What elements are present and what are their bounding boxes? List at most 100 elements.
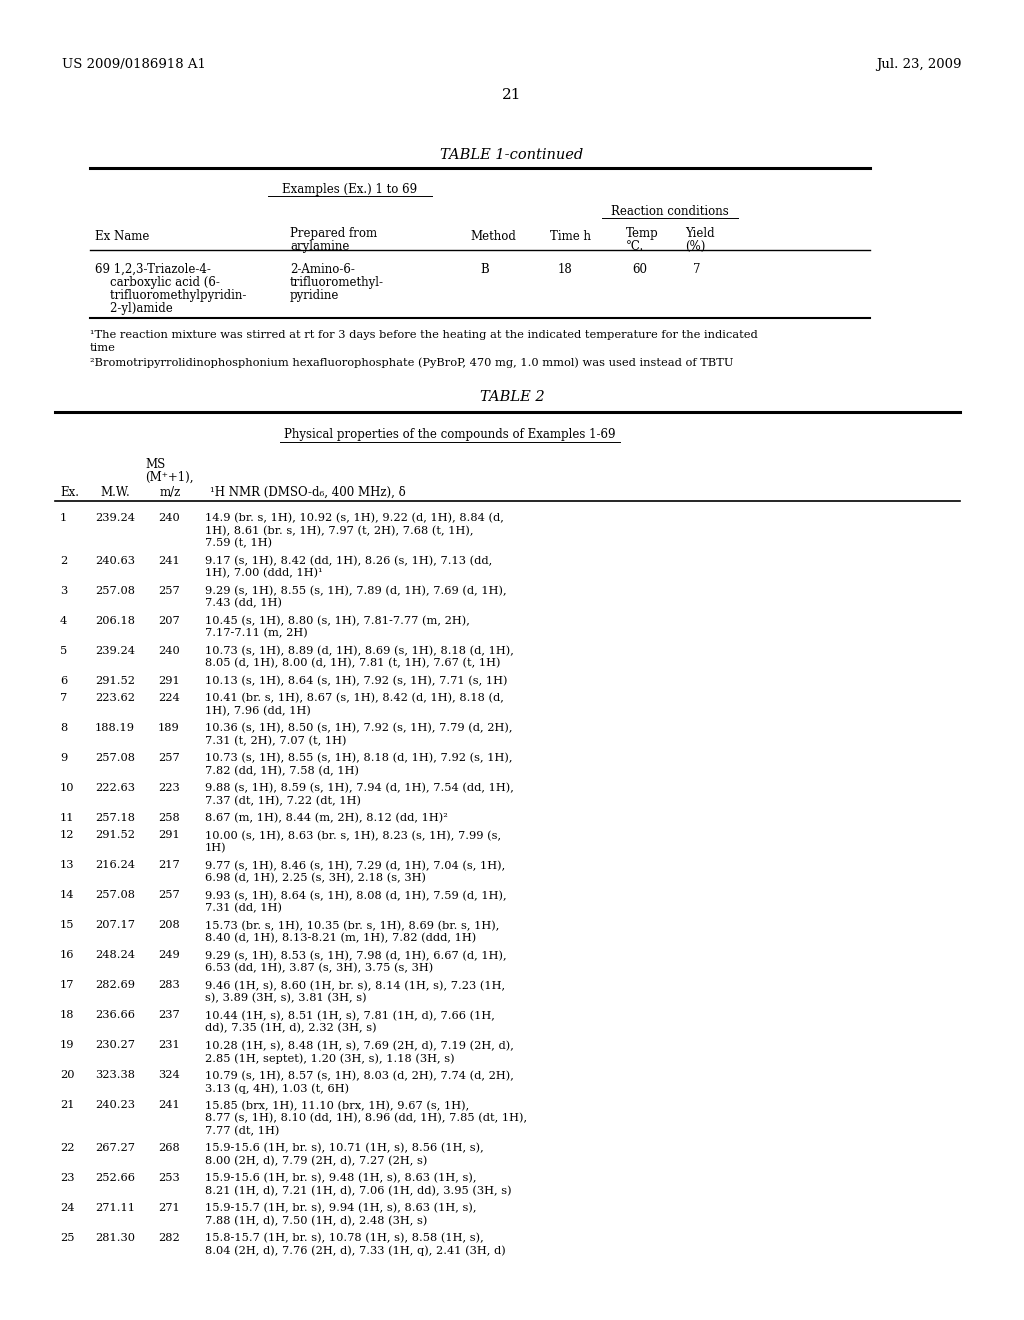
Text: 257.08: 257.08 — [95, 891, 135, 900]
Text: 239.24: 239.24 — [95, 645, 135, 656]
Text: 2-yl)amide: 2-yl)amide — [95, 302, 173, 315]
Text: 281.30: 281.30 — [95, 1233, 135, 1243]
Text: Temp: Temp — [626, 227, 658, 240]
Text: 11: 11 — [60, 813, 75, 822]
Text: 22: 22 — [60, 1143, 75, 1152]
Text: TABLE 2: TABLE 2 — [479, 389, 545, 404]
Text: 207.17: 207.17 — [95, 920, 135, 931]
Text: 230.27: 230.27 — [95, 1040, 135, 1051]
Text: 7.82 (dd, 1H), 7.58 (d, 1H): 7.82 (dd, 1H), 7.58 (d, 1H) — [205, 766, 359, 776]
Text: 15.8-15.7 (1H, br. s), 10.78 (1H, s), 8.58 (1H, s),: 15.8-15.7 (1H, br. s), 10.78 (1H, s), 8.… — [205, 1233, 483, 1243]
Text: 12: 12 — [60, 830, 75, 841]
Text: TABLE 1-continued: TABLE 1-continued — [440, 148, 584, 162]
Text: 8.05 (d, 1H), 8.00 (d, 1H), 7.81 (t, 1H), 7.67 (t, 1H): 8.05 (d, 1H), 8.00 (d, 1H), 7.81 (t, 1H)… — [205, 657, 501, 668]
Text: 240.23: 240.23 — [95, 1101, 135, 1110]
Text: 7.31 (dd, 1H): 7.31 (dd, 1H) — [205, 903, 282, 913]
Text: dd), 7.35 (1H, d), 2.32 (3H, s): dd), 7.35 (1H, d), 2.32 (3H, s) — [205, 1023, 377, 1034]
Text: 25: 25 — [60, 1233, 75, 1243]
Text: Method: Method — [470, 230, 516, 243]
Text: 23: 23 — [60, 1173, 75, 1183]
Text: 8.67 (m, 1H), 8.44 (m, 2H), 8.12 (dd, 1H)²: 8.67 (m, 1H), 8.44 (m, 2H), 8.12 (dd, 1H… — [205, 813, 447, 824]
Text: 2.85 (1H, septet), 1.20 (3H, s), 1.18 (3H, s): 2.85 (1H, septet), 1.20 (3H, s), 1.18 (3… — [205, 1053, 455, 1064]
Text: 1H): 1H) — [205, 843, 226, 853]
Text: 7: 7 — [693, 263, 700, 276]
Text: 241: 241 — [158, 556, 180, 565]
Text: 13: 13 — [60, 861, 75, 870]
Text: 217: 217 — [158, 861, 180, 870]
Text: 231: 231 — [158, 1040, 180, 1051]
Text: 8.77 (s, 1H), 8.10 (dd, 1H), 8.96 (dd, 1H), 7.85 (dt, 1H),: 8.77 (s, 1H), 8.10 (dd, 1H), 8.96 (dd, 1… — [205, 1113, 527, 1123]
Text: 24: 24 — [60, 1203, 75, 1213]
Text: 324: 324 — [158, 1071, 180, 1081]
Text: 291.52: 291.52 — [95, 676, 135, 685]
Text: Time h: Time h — [550, 230, 591, 243]
Text: 240.63: 240.63 — [95, 556, 135, 565]
Text: ¹The reaction mixture was stirred at rt for 3 days before the heating at the ind: ¹The reaction mixture was stirred at rt … — [90, 330, 758, 341]
Text: 323.38: 323.38 — [95, 1071, 135, 1081]
Text: 69 1,2,3-Triazole-4-: 69 1,2,3-Triazole-4- — [95, 263, 211, 276]
Text: 17: 17 — [60, 981, 75, 990]
Text: 257.08: 257.08 — [95, 752, 135, 763]
Text: 8: 8 — [60, 723, 68, 733]
Text: 16: 16 — [60, 950, 75, 961]
Text: 257.18: 257.18 — [95, 813, 135, 822]
Text: 10.28 (1H, s), 8.48 (1H, s), 7.69 (2H, d), 7.19 (2H, d),: 10.28 (1H, s), 8.48 (1H, s), 7.69 (2H, d… — [205, 1040, 514, 1051]
Text: Ex Name: Ex Name — [95, 230, 150, 243]
Text: 7.77 (dt, 1H): 7.77 (dt, 1H) — [205, 1126, 280, 1135]
Text: Examples (Ex.) 1 to 69: Examples (Ex.) 1 to 69 — [283, 183, 418, 195]
Text: 223.62: 223.62 — [95, 693, 135, 704]
Text: 7: 7 — [60, 693, 68, 704]
Text: 240: 240 — [158, 513, 180, 523]
Text: 7.59 (t, 1H): 7.59 (t, 1H) — [205, 539, 272, 548]
Text: arylamine: arylamine — [290, 240, 349, 253]
Text: 15.9-15.7 (1H, br. s), 9.94 (1H, s), 8.63 (1H, s),: 15.9-15.7 (1H, br. s), 9.94 (1H, s), 8.6… — [205, 1203, 476, 1213]
Text: 21: 21 — [502, 88, 522, 102]
Text: 1H), 8.61 (br. s, 1H), 7.97 (t, 2H), 7.68 (t, 1H),: 1H), 8.61 (br. s, 1H), 7.97 (t, 2H), 7.6… — [205, 525, 473, 536]
Text: 1H), 7.00 (ddd, 1H)¹: 1H), 7.00 (ddd, 1H)¹ — [205, 568, 323, 578]
Text: 8.21 (1H, d), 7.21 (1H, d), 7.06 (1H, dd), 3.95 (3H, s): 8.21 (1H, d), 7.21 (1H, d), 7.06 (1H, dd… — [205, 1185, 512, 1196]
Text: 291: 291 — [158, 830, 180, 841]
Text: 258: 258 — [158, 813, 180, 822]
Text: 14: 14 — [60, 891, 75, 900]
Text: carboxylic acid (6-: carboxylic acid (6- — [95, 276, 220, 289]
Text: 268: 268 — [158, 1143, 180, 1152]
Text: 9: 9 — [60, 752, 68, 763]
Text: Reaction conditions: Reaction conditions — [611, 205, 729, 218]
Text: Ex.: Ex. — [60, 486, 79, 499]
Text: 257.08: 257.08 — [95, 586, 135, 595]
Text: 7.43 (dd, 1H): 7.43 (dd, 1H) — [205, 598, 282, 609]
Text: 6: 6 — [60, 676, 68, 685]
Text: 239.24: 239.24 — [95, 513, 135, 523]
Text: 189: 189 — [158, 723, 180, 733]
Text: 18: 18 — [60, 1011, 75, 1020]
Text: 15.9-15.6 (1H, br. s), 9.48 (1H, s), 8.63 (1H, s),: 15.9-15.6 (1H, br. s), 9.48 (1H, s), 8.6… — [205, 1173, 476, 1183]
Text: 9.93 (s, 1H), 8.64 (s, 1H), 8.08 (d, 1H), 7.59 (d, 1H),: 9.93 (s, 1H), 8.64 (s, 1H), 8.08 (d, 1H)… — [205, 891, 507, 900]
Text: 282: 282 — [158, 1233, 180, 1243]
Text: 10.73 (s, 1H), 8.55 (s, 1H), 8.18 (d, 1H), 7.92 (s, 1H),: 10.73 (s, 1H), 8.55 (s, 1H), 8.18 (d, 1H… — [205, 752, 512, 763]
Text: Jul. 23, 2009: Jul. 23, 2009 — [877, 58, 962, 71]
Text: pyridine: pyridine — [290, 289, 339, 302]
Text: Prepared from: Prepared from — [290, 227, 377, 240]
Text: 207: 207 — [158, 615, 180, 626]
Text: 257: 257 — [158, 891, 180, 900]
Text: 8.40 (d, 1H), 8.13-8.21 (m, 1H), 7.82 (ddd, 1H): 8.40 (d, 1H), 8.13-8.21 (m, 1H), 7.82 (d… — [205, 933, 476, 944]
Text: trifluoromethylpyridin-: trifluoromethylpyridin- — [95, 289, 247, 302]
Text: 15.73 (br. s, 1H), 10.35 (br. s, 1H), 8.69 (br. s, 1H),: 15.73 (br. s, 1H), 10.35 (br. s, 1H), 8.… — [205, 920, 500, 931]
Text: 10.44 (1H, s), 8.51 (1H, s), 7.81 (1H, d), 7.66 (1H,: 10.44 (1H, s), 8.51 (1H, s), 7.81 (1H, d… — [205, 1011, 495, 1020]
Text: 9.77 (s, 1H), 8.46 (s, 1H), 7.29 (d, 1H), 7.04 (s, 1H),: 9.77 (s, 1H), 8.46 (s, 1H), 7.29 (d, 1H)… — [205, 861, 505, 871]
Text: 60: 60 — [632, 263, 647, 276]
Text: 2-Amino-6-: 2-Amino-6- — [290, 263, 355, 276]
Text: 282.69: 282.69 — [95, 981, 135, 990]
Text: 15.9-15.6 (1H, br. s), 10.71 (1H, s), 8.56 (1H, s),: 15.9-15.6 (1H, br. s), 10.71 (1H, s), 8.… — [205, 1143, 483, 1154]
Text: 253: 253 — [158, 1173, 180, 1183]
Text: 241: 241 — [158, 1101, 180, 1110]
Text: 223: 223 — [158, 783, 180, 793]
Text: 216.24: 216.24 — [95, 861, 135, 870]
Text: 208: 208 — [158, 920, 180, 931]
Text: 20: 20 — [60, 1071, 75, 1081]
Text: 7.17-7.11 (m, 2H): 7.17-7.11 (m, 2H) — [205, 628, 308, 639]
Text: 21: 21 — [60, 1101, 75, 1110]
Text: 3: 3 — [60, 586, 68, 595]
Text: 291: 291 — [158, 676, 180, 685]
Text: 237: 237 — [158, 1011, 180, 1020]
